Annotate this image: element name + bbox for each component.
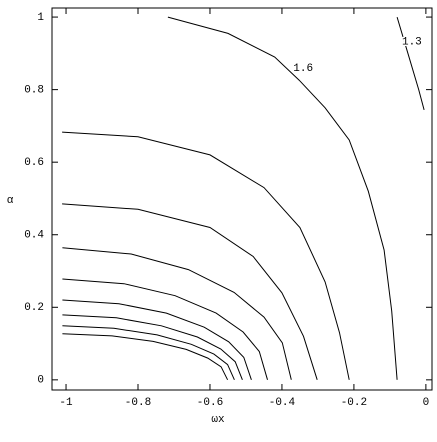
y-tick-label: 0.8 <box>24 85 44 97</box>
x-axis-label: ωx <box>211 414 225 426</box>
y-tick-label: 0.2 <box>24 302 44 314</box>
contour-label: 1.6 <box>293 63 313 75</box>
contour-line <box>167 16 398 380</box>
contour-line <box>62 325 235 381</box>
contour-line <box>62 203 318 380</box>
contour-line <box>62 314 243 380</box>
contour-line <box>62 278 268 380</box>
x-tick-label: -1 <box>59 397 73 409</box>
contour-label: 1.3 <box>402 36 422 48</box>
contour-line <box>62 131 350 380</box>
y-tick-label: 0 <box>37 375 44 387</box>
x-tick-label: 0 <box>423 397 430 409</box>
contour-line <box>62 333 229 381</box>
contour-line <box>62 247 292 380</box>
y-tick-label: 1 <box>37 12 44 24</box>
plot-frame <box>51 7 433 391</box>
x-tick-label: -0.6 <box>197 397 223 409</box>
contour-line <box>396 16 425 111</box>
y-axis-label: α <box>7 195 14 207</box>
x-tick-label: -0.4 <box>269 397 296 409</box>
contour-line <box>62 299 252 380</box>
x-tick-label: -0.8 <box>125 397 151 409</box>
y-tick-label: 0.6 <box>24 157 44 169</box>
y-tick-label: 0.4 <box>24 230 44 242</box>
x-tick-label: -0.2 <box>341 397 367 409</box>
